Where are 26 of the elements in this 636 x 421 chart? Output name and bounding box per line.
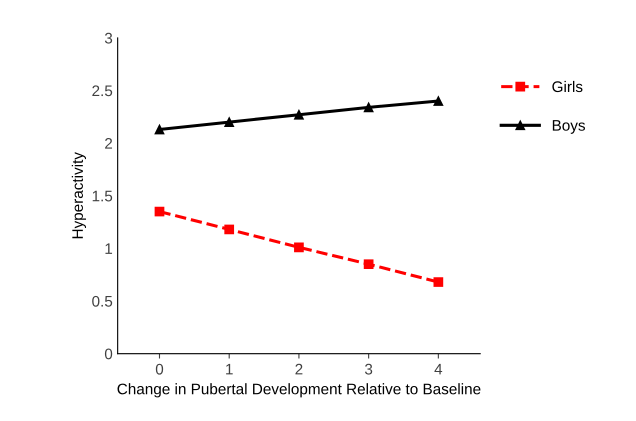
y-axis-title: Hyperactivity [72, 152, 86, 238]
point [154, 124, 164, 134]
x-tick-label: 4 [434, 364, 442, 374]
point [224, 224, 234, 234]
x-tick-label: 3 [364, 364, 372, 375]
y-tick-label: 2 [105, 138, 112, 149]
x-tick-label: 2 [295, 364, 302, 374]
point [294, 110, 304, 120]
legend-label: Boys [552, 120, 586, 134]
x-axis-title: Change in Pubertal Development Relative to Baseline [118, 383, 480, 398]
point [433, 96, 444, 106]
point [433, 277, 444, 287]
y-tick-label: 3 [104, 32, 112, 44]
y-tick-label: 2.5 [92, 85, 112, 96]
x-tick-label: 0 [156, 364, 164, 375]
x-tick-label: 1 [226, 364, 233, 374]
y-tick-label: 0 [104, 348, 112, 360]
point [364, 102, 374, 112]
y-tick-label: 0.5 [92, 296, 112, 307]
legend-label: Girls [552, 80, 582, 92]
y-tick-label: 1 [105, 243, 112, 254]
point [294, 242, 304, 252]
point [364, 259, 374, 270]
y-tick-label: 1.5 [92, 190, 112, 202]
point [154, 206, 164, 216]
point [224, 117, 234, 127]
